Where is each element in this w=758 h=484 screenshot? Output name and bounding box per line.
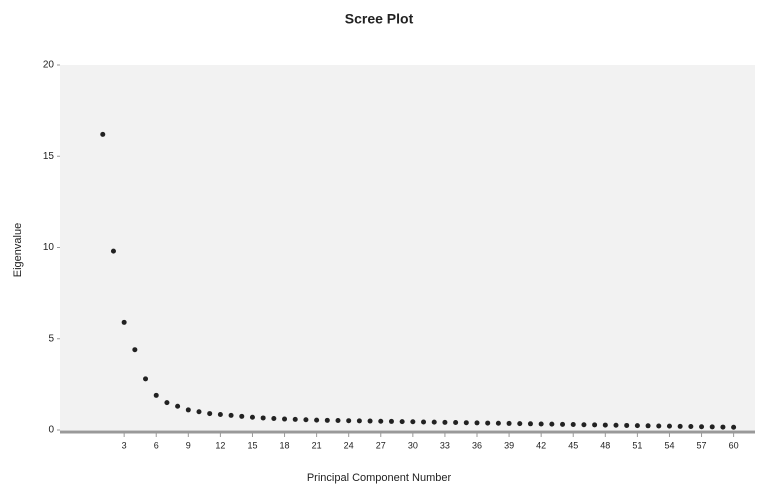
point <box>517 421 523 427</box>
point <box>613 422 619 428</box>
point <box>453 420 459 426</box>
y-tick-label: 0 <box>48 425 54 436</box>
point <box>378 418 384 424</box>
point <box>292 416 298 422</box>
y-tick-label: 10 <box>43 242 55 253</box>
point <box>699 424 705 430</box>
point <box>592 422 598 428</box>
x-tick-label: 48 <box>600 440 610 450</box>
plot-area <box>60 65 755 430</box>
point <box>324 417 330 423</box>
point <box>731 424 737 430</box>
point <box>527 421 533 427</box>
point <box>260 415 266 421</box>
point <box>388 418 394 424</box>
x-tick-label: 24 <box>344 440 354 450</box>
x-tick-label: 18 <box>280 440 290 450</box>
point <box>634 423 640 429</box>
point <box>485 420 491 426</box>
x-tick-label: 30 <box>408 440 418 450</box>
x-tick-label: 15 <box>247 440 257 450</box>
point <box>217 411 223 417</box>
point <box>271 416 277 422</box>
point <box>560 421 566 427</box>
point <box>110 248 116 254</box>
x-tick-label: 12 <box>215 440 225 450</box>
x-tick-label: 45 <box>568 440 578 450</box>
y-tick-label: 15 <box>43 151 55 162</box>
x-tick-label: 57 <box>697 440 707 450</box>
point <box>656 423 662 429</box>
point <box>538 421 544 427</box>
y-axis-label: Eigenvalue <box>12 223 24 277</box>
x-tick-label: 6 <box>154 440 159 450</box>
point <box>185 407 191 413</box>
x-tick-label: 36 <box>472 440 482 450</box>
point <box>602 422 608 428</box>
point <box>132 347 138 353</box>
x-tick-label: 54 <box>664 440 674 450</box>
x-axis-label: Principal Component Number <box>307 472 452 484</box>
point <box>282 416 288 422</box>
x-tick-label: 3 <box>122 440 127 450</box>
point <box>442 419 448 425</box>
point <box>335 418 341 424</box>
point <box>645 423 651 429</box>
y-tick-label: 5 <box>48 333 54 344</box>
x-tick-label: 39 <box>504 440 514 450</box>
x-tick-label: 51 <box>632 440 642 450</box>
x-tick-label: 21 <box>312 440 322 450</box>
point <box>356 418 362 424</box>
point <box>346 418 352 424</box>
point <box>196 409 202 415</box>
x-tick-label: 60 <box>729 440 739 450</box>
point <box>720 424 726 430</box>
point <box>666 423 672 429</box>
point <box>474 420 480 426</box>
point <box>303 417 309 423</box>
point <box>399 419 405 425</box>
point <box>431 419 437 425</box>
point <box>175 403 181 409</box>
point <box>239 413 245 419</box>
point <box>121 319 127 325</box>
x-tick-label: 27 <box>376 440 386 450</box>
point <box>570 422 576 428</box>
point <box>249 414 255 420</box>
point <box>100 131 106 137</box>
point <box>410 419 416 425</box>
point <box>549 421 555 427</box>
point <box>688 424 694 430</box>
chart-title: Scree Plot <box>345 11 414 27</box>
point <box>367 418 373 424</box>
point <box>153 392 159 398</box>
point <box>228 412 234 418</box>
point <box>506 420 512 426</box>
point <box>314 417 320 423</box>
x-tick-label: 33 <box>440 440 450 450</box>
point <box>207 411 213 417</box>
point <box>463 420 469 426</box>
point <box>581 422 587 428</box>
point <box>624 422 630 428</box>
x-tick-label: 42 <box>536 440 546 450</box>
x-tick-label: 9 <box>186 440 191 450</box>
point <box>421 419 427 425</box>
point <box>709 424 715 430</box>
point <box>677 423 683 429</box>
y-tick-label: 20 <box>43 60 55 71</box>
point <box>495 420 501 426</box>
point <box>164 400 170 406</box>
point <box>143 376 149 382</box>
